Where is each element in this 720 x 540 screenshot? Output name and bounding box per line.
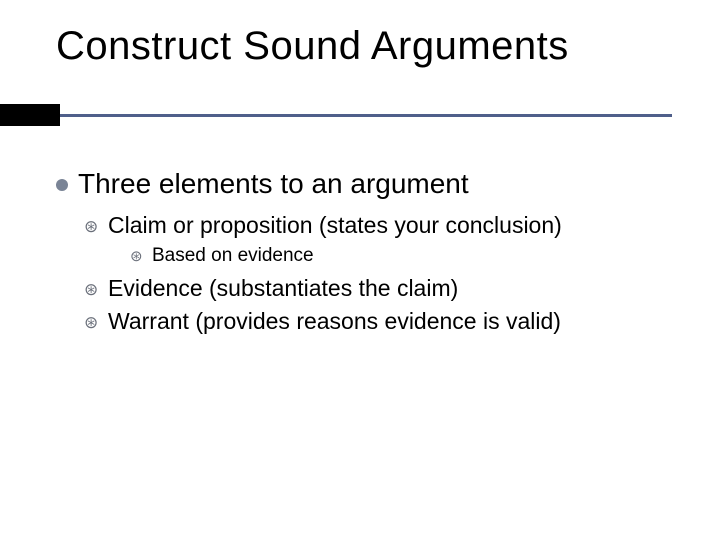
bullet-level2: ⊛ Warrant (provides reasons evidence is …: [84, 308, 680, 335]
slide: Construct Sound Arguments Three elements…: [0, 0, 720, 540]
bullet-text: Evidence (substantiates the claim): [108, 275, 458, 302]
circle-bullet-icon: [56, 166, 78, 198]
bullet-text: Warrant (provides reasons evidence is va…: [108, 308, 561, 335]
bullet-level3: ⊛ Based on evidence: [130, 245, 680, 267]
bullet-level1: Three elements to an argument: [56, 168, 680, 200]
title-underline: [60, 114, 672, 117]
glyph-bullet-icon: ⊛: [84, 313, 108, 333]
glyph-bullet-icon: ⊛: [84, 217, 108, 237]
glyph-bullet-icon: ⊛: [84, 280, 108, 300]
bullet-text: Three elements to an argument: [78, 168, 469, 200]
glyph-bullet-icon: ⊛: [130, 247, 152, 265]
bullet-level2: ⊛ Claim or proposition (states your conc…: [84, 212, 680, 239]
bullet-level2: ⊛ Evidence (substantiates the claim): [84, 275, 680, 302]
bullet-text: Claim or proposition (states your conclu…: [108, 212, 562, 239]
accent-bar: [0, 104, 60, 126]
bullet-text: Based on evidence: [152, 245, 314, 267]
content-area: Three elements to an argument ⊛ Claim or…: [56, 168, 680, 341]
slide-title: Construct Sound Arguments: [56, 24, 569, 69]
